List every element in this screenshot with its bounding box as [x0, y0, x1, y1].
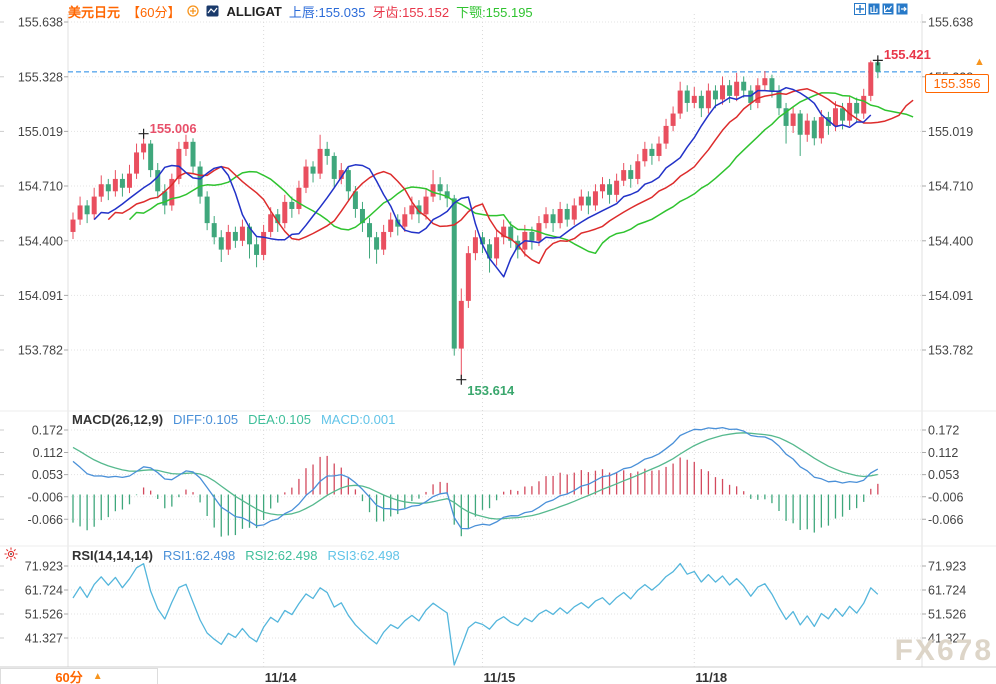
axis-label: 71.923 [928, 560, 966, 574]
alligator-teeth-readout: 牙齿:155.152 [372, 4, 450, 20]
axis-label: 0.053 [928, 468, 959, 482]
symbol-name: 美元日元 [68, 4, 121, 20]
axis-label: 155.638 [18, 16, 63, 30]
alligator-jaw-readout: 下颚:155.195 [456, 4, 533, 20]
axis-label: 154.710 [928, 179, 973, 193]
axis-label: 154.710 [18, 179, 63, 193]
indicator-name: ALLIGAT [226, 3, 282, 19]
chart-header: 美元日元 【60分】 ALLIGAT 上唇:155.035 牙齿:155.152… [68, 3, 533, 20]
chart-toolbar [854, 3, 908, 15]
macd-dea-readout: DEA:0.105 [248, 412, 311, 427]
timeframe-tab-label: 60分 [55, 670, 83, 684]
macd-header: MACD(26,12,9) DIFF:0.105 DEA:0.105 MACD:… [72, 412, 395, 427]
axis-label: 154.091 [928, 289, 973, 303]
timeframe-tab[interactable]: 60分 ▲ [0, 668, 158, 684]
axis-label: 41.327 [25, 631, 63, 645]
x-axis-label: 11/18 [695, 670, 728, 684]
exit-window-icon[interactable] [896, 3, 908, 15]
macd-layer [72, 426, 879, 537]
axis-label: 61.724 [25, 583, 63, 597]
rsi-title: RSI(14,14,14) [72, 548, 153, 563]
axis-label: 155.328 [18, 70, 63, 84]
macd-diff-readout: DIFF:0.105 [173, 412, 239, 427]
indicator-settings-sun-icon[interactable] [4, 547, 18, 561]
swing-high-label: 155.421 [883, 47, 931, 63]
axis-label: 153.782 [928, 343, 973, 357]
rsi2-readout: RSI2:62.498 [245, 548, 318, 563]
alligator-layer [93, 86, 914, 278]
axis-label: 71.923 [25, 560, 63, 574]
axis-label: 154.400 [928, 234, 973, 248]
x-axis-label: 11/14 [264, 670, 297, 684]
chart-window-icon[interactable] [868, 3, 880, 15]
axis-label: 0.172 [32, 424, 63, 438]
axis-label: 0.053 [32, 468, 63, 482]
axis-label: 51.526 [928, 607, 966, 621]
candles-layer [70, 60, 881, 380]
alligator-lips-readout: 上唇:155.035 [288, 4, 366, 20]
scroll-latest-icon[interactable]: ▲ [974, 55, 985, 68]
swing-low-label: 153.614 [467, 382, 515, 398]
rsi3-readout: RSI3:62.498 [327, 548, 400, 563]
axis-label: -0.066 [928, 513, 963, 527]
axis-label: 61.724 [928, 583, 966, 597]
axis-label: 155.638 [928, 16, 973, 30]
axis-label: -0.066 [28, 513, 63, 527]
axis-label: 153.782 [18, 343, 63, 357]
macd-hist-readout: MACD:0.001 [320, 412, 396, 427]
axis-label: 0.172 [928, 424, 959, 438]
indicator-chart-icon [206, 5, 219, 17]
grid-layer [0, 14, 996, 668]
annotation-layer [138, 55, 883, 385]
watermark: FX678 [894, 634, 993, 667]
rsi-layer [72, 562, 879, 666]
axis-label: 51.526 [25, 607, 63, 621]
chart-trend-icon[interactable] [882, 3, 894, 15]
axis-label: 155.019 [928, 125, 973, 139]
period-label: 【60分】 [127, 4, 181, 20]
macd-title: MACD(26,12,9) [72, 412, 164, 427]
axis-label: 154.400 [18, 234, 63, 248]
axis-label: 154.091 [18, 289, 63, 303]
axis-label: 155.019 [18, 125, 63, 139]
rsi1-readout: RSI1:62.498 [162, 548, 236, 563]
axis-label: -0.006 [928, 490, 963, 504]
x-axis-label: 11/15 [483, 670, 516, 684]
pan-crosshair-icon[interactable] [854, 3, 866, 15]
axis-label: -0.006 [28, 490, 63, 504]
axis-label: 0.112 [33, 446, 63, 460]
swing-high-label: 155.006 [149, 120, 197, 136]
current-price-badge: 155.356 [925, 73, 989, 93]
add-compare-icon[interactable] [187, 5, 200, 17]
rsi-header: RSI(14,14,14) RSI1:62.498 RSI2:62.498 RS… [72, 548, 400, 563]
tab-up-arrow-icon: ▲ [92, 671, 103, 682]
axis-label: 41.327 [928, 631, 966, 645]
axis-label: 0.112 [928, 446, 958, 460]
